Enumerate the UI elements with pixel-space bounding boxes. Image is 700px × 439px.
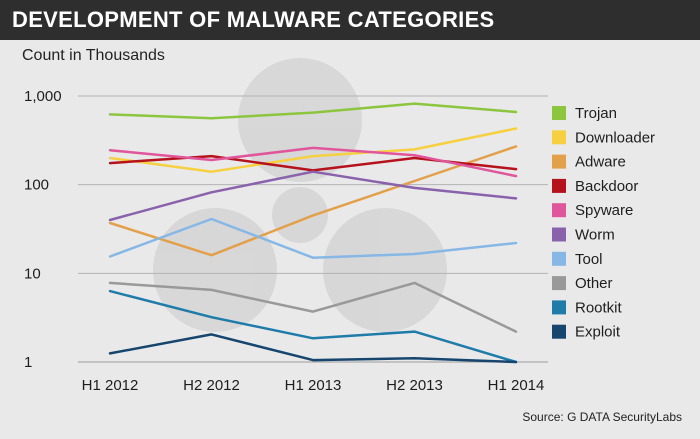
y-tick-label: 10 <box>24 265 41 282</box>
series-line-rootkit <box>108 289 518 364</box>
y-tick-labels: 1,000 100 10 1 <box>24 88 62 371</box>
legend-swatch <box>552 276 566 291</box>
legend-label: Worm <box>575 227 615 244</box>
legend-swatch <box>552 300 566 315</box>
series-line-worm <box>108 170 518 222</box>
series-line-trojan <box>108 102 518 120</box>
legend-swatch <box>552 227 566 242</box>
legend-swatch <box>552 251 566 266</box>
legend-label: Spyware <box>575 202 633 219</box>
x-tick-label: H1 2012 <box>82 377 139 394</box>
series-line-exploit <box>108 333 518 364</box>
series-line-tool <box>108 217 518 259</box>
grid-lines <box>78 95 548 363</box>
series-line-other <box>108 281 518 333</box>
x-tick-label: H1 2013 <box>285 377 342 394</box>
legend-swatch <box>552 154 566 169</box>
legend-swatch <box>552 324 566 339</box>
x-tick-labels: H1 2012 H2 2012 H1 2013 H2 2013 H1 2014 <box>82 377 545 394</box>
legend-swatch <box>552 178 566 193</box>
series-line-downloader <box>108 127 518 173</box>
source-note: Source: G DATA SecurityLabs <box>522 410 682 424</box>
legend-label: Exploit <box>575 324 621 341</box>
y-tick-label: 1 <box>24 354 32 371</box>
series-lines <box>108 102 518 364</box>
x-tick-label: H2 2012 <box>183 377 240 394</box>
series-line-adware <box>108 145 518 257</box>
chart-title: DEVELOPMENT OF MALWARE CATEGORIES <box>0 0 700 40</box>
legend-label: Downloader <box>575 129 655 146</box>
y-tick-label: 1,000 <box>24 88 62 105</box>
legend-label: Tool <box>575 251 603 268</box>
legend-label: Trojan <box>575 105 617 122</box>
legend-swatch <box>552 106 566 120</box>
y-tick-label: 100 <box>24 177 49 194</box>
x-tick-label: H1 2014 <box>488 377 545 394</box>
y-axis-label: Count in Thousands <box>22 47 165 64</box>
legend-label: Backdoor <box>575 178 638 195</box>
legend-label: Rootkit <box>575 299 623 316</box>
legend-label: Other <box>575 275 613 292</box>
legend-swatch <box>552 203 566 218</box>
legend-label: Adware <box>575 154 626 171</box>
legend-swatch <box>552 130 566 145</box>
legend: Trojan Downloader Adware Backdoor Spyware Wor… <box>552 105 655 341</box>
x-tick-label: H2 2013 <box>386 377 443 394</box>
biohazard-watermark-icon <box>153 58 447 332</box>
series-line-spyware <box>108 146 518 178</box>
